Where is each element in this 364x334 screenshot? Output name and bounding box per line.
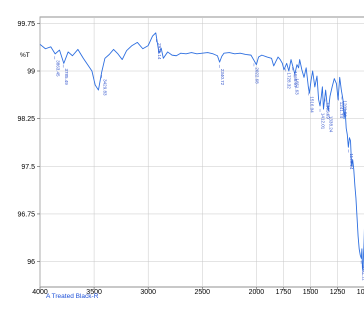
peak-label: 1365.69 (326, 102, 331, 119)
y-axis-label: %T (20, 52, 30, 59)
plot-frame (39, 16, 364, 288)
x-tick-label: 1250 (330, 289, 346, 296)
peak-label: 1651.63 (295, 78, 300, 95)
y-tick-label: 96 (27, 259, 35, 266)
x-axis: 4000 3500 3000 2500 2000 1750 1500 1250 1000 (32, 287, 364, 296)
x-tick-label: 1750 (276, 289, 292, 296)
peak-label: 1241.74 (339, 102, 344, 119)
peak-label: 1032.11 (362, 265, 364, 281)
grid-lines (39, 17, 364, 287)
peak-label: 2925.14 (157, 43, 162, 60)
y-tick-label: 99 (27, 69, 35, 76)
x-tick-label: 3500 (86, 289, 102, 296)
peak-label: 1516.04 (309, 96, 314, 113)
x-tick-label: 1000 (357, 289, 364, 296)
y-tick-label: 99.75 (17, 21, 35, 28)
spectrum-line (39, 32, 364, 272)
peak-labels: 3863.45 3785.49 3429.83 2925.14 2340.72 2022.… (54, 39, 364, 293)
peak-label: 3785.49 (64, 69, 69, 86)
peak-label: 1668.67 (293, 71, 298, 88)
peak-label: 1412.01 (321, 113, 326, 130)
peak-label: 3863.45 (55, 60, 60, 77)
series-layer (39, 32, 364, 272)
peak-label: 1728.32 (286, 72, 291, 89)
x-tick-label: 1500 (303, 289, 319, 296)
x-tick-label: 3000 (140, 289, 156, 296)
legend-sample-label: A Treated Black-R (46, 293, 99, 300)
peak-label: 1149.24 (349, 154, 354, 170)
y-tick-label: 98.25 (17, 116, 35, 123)
peak-label: 2340.72 (220, 69, 225, 86)
x-tick-label: 2000 (249, 289, 265, 296)
x-tick-label: 2500 (195, 289, 211, 296)
y-tick-label: 96.75 (17, 211, 35, 218)
y-tick-label: 97.5 (21, 164, 35, 171)
peak-label: 3429.83 (102, 79, 107, 96)
peak-label: 1338.24 (329, 116, 334, 133)
x-tick-label: 4000 (32, 289, 48, 296)
peak-label: 1209.56 (343, 101, 348, 118)
y-axis: 99.75 99 98.25 97.5 96.75 96 (17, 21, 40, 266)
peak-label: 2022.68 (255, 67, 260, 84)
